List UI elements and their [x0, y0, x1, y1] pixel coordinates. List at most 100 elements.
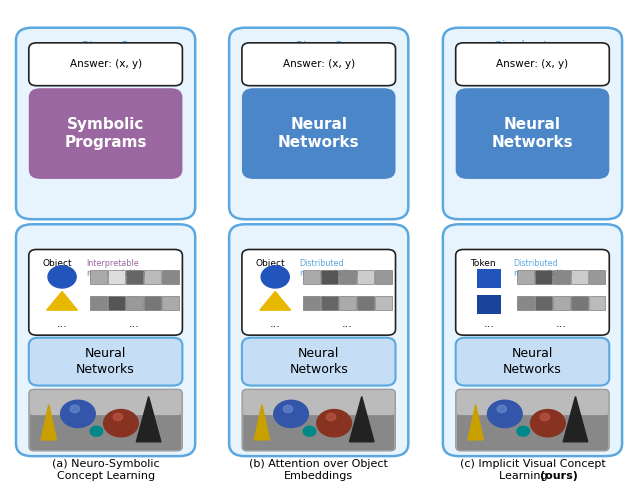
- FancyBboxPatch shape: [456, 88, 609, 179]
- FancyBboxPatch shape: [29, 43, 182, 86]
- Text: Stage 1: Stage 1: [296, 432, 341, 445]
- FancyBboxPatch shape: [303, 270, 320, 284]
- Circle shape: [48, 266, 76, 288]
- FancyBboxPatch shape: [357, 270, 374, 284]
- FancyBboxPatch shape: [144, 270, 161, 284]
- Text: Distributed
representation: Distributed representation: [513, 259, 573, 278]
- Polygon shape: [349, 397, 374, 442]
- FancyBboxPatch shape: [456, 43, 609, 86]
- Text: Token: Token: [470, 259, 495, 268]
- FancyBboxPatch shape: [229, 28, 408, 219]
- Circle shape: [104, 410, 138, 437]
- Text: (b) Attention over Object: (b) Attention over Object: [250, 459, 388, 469]
- Circle shape: [70, 405, 79, 413]
- Polygon shape: [254, 405, 269, 440]
- FancyBboxPatch shape: [589, 295, 605, 309]
- Text: Stage 2: Stage 2: [294, 40, 343, 53]
- Polygon shape: [41, 405, 56, 440]
- FancyBboxPatch shape: [126, 270, 143, 284]
- Circle shape: [274, 400, 308, 427]
- FancyBboxPatch shape: [229, 224, 408, 456]
- FancyBboxPatch shape: [108, 270, 125, 284]
- FancyBboxPatch shape: [357, 295, 374, 309]
- Text: Single stage: Single stage: [493, 40, 572, 53]
- Text: Symbolic
Programs: Symbolic Programs: [65, 117, 147, 150]
- FancyBboxPatch shape: [456, 249, 609, 335]
- FancyBboxPatch shape: [553, 270, 570, 284]
- FancyBboxPatch shape: [303, 295, 320, 309]
- FancyBboxPatch shape: [29, 88, 182, 179]
- Circle shape: [497, 405, 506, 413]
- Text: Concept Learning: Concept Learning: [56, 471, 155, 481]
- Text: Interpretable
representation: Interpretable representation: [86, 259, 146, 278]
- FancyBboxPatch shape: [339, 270, 356, 284]
- FancyBboxPatch shape: [90, 295, 107, 309]
- Text: (a) Neuro-Symbolic: (a) Neuro-Symbolic: [52, 459, 159, 469]
- Polygon shape: [47, 291, 77, 310]
- FancyBboxPatch shape: [321, 295, 338, 309]
- FancyBboxPatch shape: [571, 295, 588, 309]
- FancyBboxPatch shape: [162, 295, 179, 309]
- FancyBboxPatch shape: [29, 249, 182, 335]
- Text: Learning: Learning: [499, 471, 551, 481]
- FancyBboxPatch shape: [144, 295, 161, 309]
- Polygon shape: [136, 397, 161, 442]
- Polygon shape: [260, 291, 291, 310]
- FancyBboxPatch shape: [456, 389, 609, 451]
- Text: ...: ...: [129, 319, 140, 329]
- FancyBboxPatch shape: [242, 338, 396, 386]
- FancyBboxPatch shape: [30, 414, 181, 450]
- FancyBboxPatch shape: [443, 28, 622, 219]
- FancyBboxPatch shape: [321, 270, 338, 284]
- Text: ...: ...: [342, 319, 353, 329]
- Text: ...: ...: [484, 319, 494, 329]
- Text: Neural
Networks: Neural Networks: [492, 117, 573, 150]
- Circle shape: [488, 400, 522, 427]
- Circle shape: [303, 426, 316, 436]
- FancyBboxPatch shape: [456, 338, 609, 386]
- Text: End-to-end trained: End-to-end trained: [477, 432, 588, 445]
- FancyBboxPatch shape: [243, 414, 394, 450]
- Circle shape: [326, 413, 336, 421]
- FancyBboxPatch shape: [571, 270, 588, 284]
- Text: Embeddings: Embeddings: [284, 471, 353, 481]
- FancyBboxPatch shape: [553, 295, 570, 309]
- FancyBboxPatch shape: [242, 249, 396, 335]
- FancyBboxPatch shape: [517, 270, 534, 284]
- Text: ...: ...: [556, 319, 566, 329]
- Circle shape: [317, 410, 351, 437]
- Text: Answer: (x, y): Answer: (x, y): [70, 59, 141, 69]
- FancyBboxPatch shape: [477, 269, 501, 288]
- FancyBboxPatch shape: [16, 28, 195, 219]
- FancyBboxPatch shape: [339, 295, 356, 309]
- Text: Object: Object: [256, 259, 285, 268]
- FancyBboxPatch shape: [243, 390, 394, 415]
- FancyBboxPatch shape: [30, 390, 181, 415]
- Circle shape: [284, 405, 292, 413]
- FancyBboxPatch shape: [29, 338, 182, 386]
- Circle shape: [531, 410, 565, 437]
- Text: (c) Implicit Visual Concept: (c) Implicit Visual Concept: [460, 459, 605, 469]
- Circle shape: [90, 426, 102, 436]
- Polygon shape: [563, 397, 588, 442]
- FancyBboxPatch shape: [29, 389, 182, 451]
- Text: Neural
Networks: Neural Networks: [278, 117, 360, 150]
- FancyBboxPatch shape: [517, 295, 534, 309]
- FancyBboxPatch shape: [162, 270, 179, 284]
- Text: Stage 1: Stage 1: [83, 432, 128, 445]
- Text: Stage 2: Stage 2: [81, 40, 130, 53]
- Text: ...: ...: [57, 319, 67, 329]
- Circle shape: [261, 266, 289, 288]
- FancyBboxPatch shape: [535, 270, 552, 284]
- FancyBboxPatch shape: [242, 88, 396, 179]
- FancyBboxPatch shape: [457, 414, 608, 450]
- FancyBboxPatch shape: [443, 224, 622, 456]
- FancyBboxPatch shape: [16, 224, 195, 456]
- FancyBboxPatch shape: [126, 295, 143, 309]
- FancyBboxPatch shape: [477, 294, 501, 313]
- FancyBboxPatch shape: [589, 270, 605, 284]
- FancyBboxPatch shape: [535, 295, 552, 309]
- Text: Answer: (x, y): Answer: (x, y): [283, 59, 355, 69]
- Text: Distributed
representation: Distributed representation: [300, 259, 359, 278]
- FancyBboxPatch shape: [242, 389, 396, 451]
